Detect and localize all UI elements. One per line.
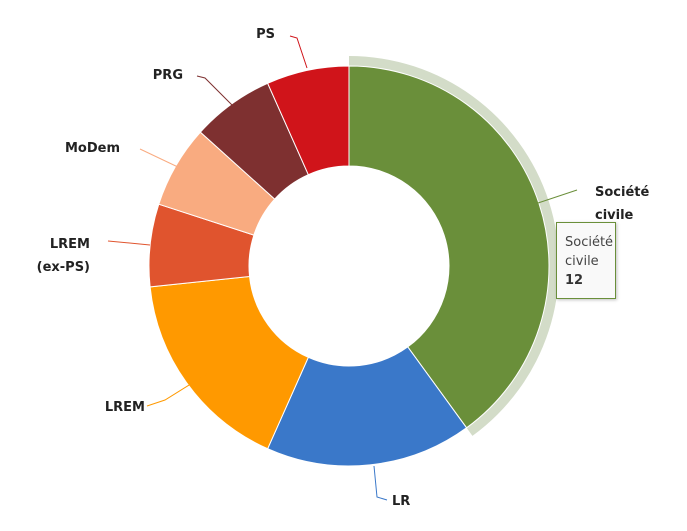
slice-lrem[interactable]	[149, 275, 309, 450]
leader-line-prg	[196, 75, 233, 106]
data-label-lrem: LREM	[105, 400, 145, 415]
leader-line-soci-t-civile	[537, 189, 578, 204]
leader-line-lrem	[146, 371, 211, 407]
data-label-ps: PS	[256, 27, 275, 42]
tooltip-label-line1: Société	[565, 235, 614, 250]
data-label-modem: MoDem	[65, 141, 120, 156]
tooltip-value: 12	[565, 273, 584, 288]
slice-lr[interactable]	[266, 346, 468, 467]
tooltip: Société civile 12	[556, 222, 616, 299]
tooltip-label-line2: civile	[565, 254, 599, 269]
data-label-soci-t-civile: Société civile	[595, 185, 649, 223]
leader-line-modem	[139, 148, 181, 169]
data-label-lrem-ex-ps: LREM (ex-PS)	[37, 237, 90, 275]
slice-ps[interactable]	[266, 65, 350, 176]
leader-line-ps	[289, 35, 308, 69]
data-label-lr: LR	[392, 494, 410, 509]
slice-soci-t-civile[interactable]	[348, 65, 550, 429]
leader-line-lr	[373, 465, 388, 501]
leader-line-lrem-ex-ps	[107, 240, 151, 246]
data-label-prg: PRG	[153, 68, 183, 83]
